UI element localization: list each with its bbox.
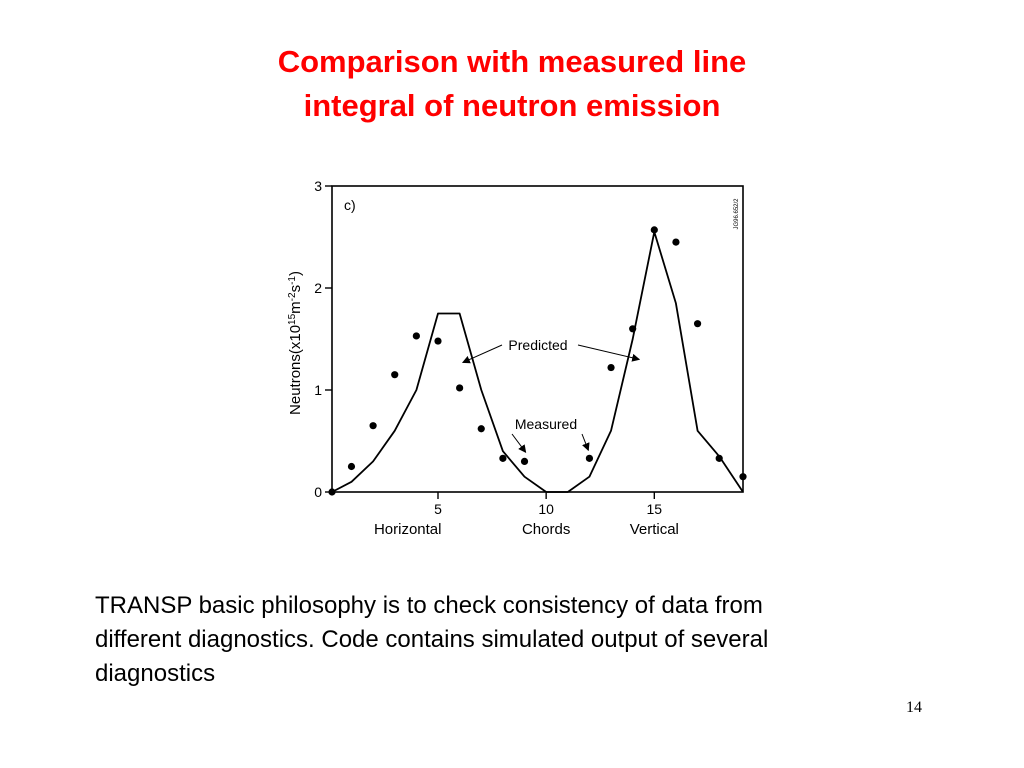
arrow-measured-right bbox=[581, 433, 590, 452]
y-axis-label-part: 15 bbox=[287, 313, 298, 325]
y-axis-label: Neutrons(x1015m-2s-1) bbox=[287, 271, 305, 415]
chart-axes: 0 1 2 3 5 10 15 bbox=[314, 178, 744, 517]
side-code: JG96.652/2 bbox=[734, 198, 740, 230]
measured-point bbox=[650, 226, 658, 234]
measured-point bbox=[693, 320, 702, 328]
measured-point bbox=[434, 337, 442, 345]
chart-series bbox=[328, 226, 747, 496]
measured-point bbox=[739, 473, 747, 481]
panel-label: c) bbox=[344, 197, 356, 213]
body-text: TRANSP basic philosophy is to check cons… bbox=[95, 589, 925, 691]
x-group-label: Vertical bbox=[630, 521, 679, 538]
measured-point bbox=[369, 422, 377, 430]
page-number: 14 bbox=[906, 699, 922, 716]
y-tick-label: 3 bbox=[314, 178, 322, 194]
annotation-predicted: Predicted bbox=[508, 337, 567, 353]
measured-point bbox=[477, 425, 485, 433]
title-line-2: integral of neutron emission bbox=[303, 88, 721, 123]
measured-point bbox=[607, 363, 615, 372]
measured-point bbox=[347, 462, 356, 471]
y-axis-label-part: Neutrons(x10 bbox=[287, 325, 304, 415]
arrow-measured-left bbox=[511, 433, 527, 454]
slide-title: Comparison with measured line integral o… bbox=[0, 40, 1024, 128]
predicted-line bbox=[331, 231, 744, 493]
y-axis-label-part: ) bbox=[287, 271, 304, 276]
y-axis-label-part: -1 bbox=[287, 276, 298, 285]
measured-point bbox=[391, 371, 399, 379]
arrow-predicted-right bbox=[577, 344, 641, 362]
body-line-3: diagnostics bbox=[95, 660, 216, 687]
x-tick-label: 5 bbox=[434, 501, 442, 517]
plot-frame bbox=[331, 185, 744, 493]
measured-point bbox=[328, 488, 336, 496]
title-line-1: Comparison with measured line bbox=[277, 44, 747, 79]
measured-point bbox=[499, 454, 507, 462]
arrow-predicted-left bbox=[461, 344, 503, 364]
y-axis-label-part: s bbox=[287, 285, 304, 293]
annotation-measured: Measured bbox=[515, 416, 577, 432]
x-group-label: Chords bbox=[522, 521, 570, 538]
measured-point bbox=[629, 325, 637, 333]
chart-labels: c) JG96.652/2Neutrons(x1015m-2s-1)Horizon… bbox=[287, 197, 741, 538]
x-group-label: Horizontal bbox=[374, 521, 442, 538]
measured-point bbox=[672, 238, 680, 246]
measured-point bbox=[715, 454, 723, 462]
y-axis-label-part: m bbox=[287, 301, 304, 314]
y-axis-label-part: -2 bbox=[287, 292, 298, 301]
x-tick-label: 15 bbox=[647, 501, 663, 517]
x-tick-label: 10 bbox=[538, 501, 554, 517]
y-tick-label: 1 bbox=[314, 382, 322, 398]
measured-point bbox=[456, 384, 464, 392]
body-line-2: different diagnostics. Code contains sim… bbox=[95, 626, 769, 653]
y-tick-label: 0 bbox=[314, 484, 322, 500]
measured-point bbox=[412, 332, 420, 340]
measured-point bbox=[585, 454, 594, 462]
body-line-1: TRANSP basic philosophy is to check cons… bbox=[95, 592, 763, 619]
y-tick-label: 2 bbox=[314, 280, 322, 296]
measured-point bbox=[520, 457, 529, 465]
